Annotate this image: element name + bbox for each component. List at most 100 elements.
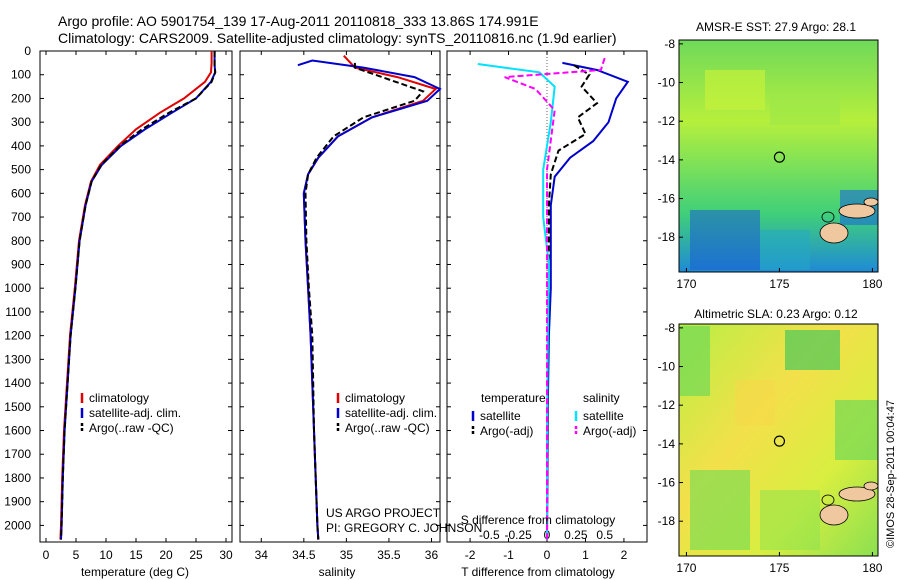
depth-tick-label: 1100 (5, 305, 31, 319)
series-line-argo-adj- (504, 57, 606, 540)
depth-tick-label: 700 (11, 210, 31, 224)
legend-label: satellite-adj. clim. (89, 406, 181, 420)
x-tick-label: 0 (544, 548, 551, 562)
depth-tick-label: 1200 (4, 329, 31, 343)
map-y-tick-label: -18 (658, 514, 676, 528)
map-y-tick-label: -12 (658, 114, 676, 128)
map-x-tick-label: 170 (676, 277, 696, 291)
legend-label: satellite (480, 409, 521, 423)
x-tick-label: 5 (73, 548, 80, 562)
x-tick-label: 20 (159, 548, 173, 562)
legend-label: Argo(..raw -QC) (345, 421, 430, 435)
x-tick-label: -2 (465, 548, 476, 562)
argo-location-marker (773, 151, 786, 163)
series-line-satellite-adj-clim- (60, 51, 217, 540)
s-difference-label: S difference from climatology (461, 513, 616, 527)
x-tick-label: 2 (621, 548, 628, 562)
map-x-tick-label: 175 (769, 561, 789, 575)
sla-map-axes: 170 175 180 -8 -10 -12 -14 -16 -18 (658, 321, 883, 575)
copyright-stamp: ©IMOS 28-Sep-2011 00:04:47 (885, 400, 897, 548)
depth-tick-label: 800 (11, 234, 31, 248)
x-tick-label: 1 (582, 548, 589, 562)
sst-map-title: AMSR-E SST: 27.9 Argo: 28.1 (696, 20, 856, 34)
map-x-tick-label: 180 (862, 561, 882, 575)
depth-tick-label: 1500 (4, 400, 31, 414)
figure-subtitle: Climatology: CARS2009. Satellite-adjuste… (58, 30, 616, 46)
sla-map-frame (678, 323, 879, 557)
depth-tick-label: 300 (11, 115, 31, 129)
legend-title-salinity: salinity (583, 391, 620, 405)
fiji-islands-sla (819, 481, 879, 526)
legend-label: satellite (583, 409, 624, 423)
depth-tick-label: 1900 (4, 495, 31, 509)
depth-tick-label: 600 (11, 186, 31, 200)
map-y-tick-label: -8 (664, 321, 675, 335)
depth-tick-label: 0 (24, 44, 31, 58)
temperature-axes (39, 50, 233, 543)
difference-x-axis: -2 -1 0 1 2-0.5 -0.25 0 0.25 0.5 (465, 51, 628, 562)
temperature-x-axis: 0 5 10 15 20 25 30 (43, 51, 233, 562)
map-y-tick-label: -14 (658, 437, 676, 451)
sst-map-panel: AMSR-E SST: 27.9 Argo: 28.1 170 175 180 -8 -… (658, 20, 883, 291)
map-y-tick-label: -16 (658, 192, 676, 206)
map-y-tick-label: -14 (658, 153, 676, 167)
temperature-profiles (59, 51, 217, 540)
legend-label: Argo(-adj) (480, 424, 533, 438)
x-tick-label: -1 (503, 548, 514, 562)
x-tick-label: 15 (129, 548, 143, 562)
temperature-xlabel: temperature (deg C) (81, 565, 189, 579)
s-tick-label: -0.25 (504, 528, 532, 542)
difference-panel: -2 -1 0 1 2-0.5 -0.25 0 0.25 0.5 S difference fr… (446, 50, 648, 579)
series-line-argo-raw-qc- (304, 62, 425, 540)
series-line-climatology (59, 51, 213, 540)
salinity-axes (239, 50, 441, 543)
depth-tick-label: 2000 (4, 518, 31, 532)
s-tick-label: 0.25 (564, 528, 588, 542)
temperature-panel: 0100200300400500600700800900100011001200… (4, 44, 647, 579)
legend-label: satellite-adj. clim. (345, 406, 437, 420)
depth-tick-label: 200 (11, 91, 31, 105)
depth-tick-label: 1300 (4, 352, 31, 366)
salinity-x-axis: 34 34.5 35 35.5 36 (255, 51, 439, 562)
x-tick-label: 25 (189, 548, 203, 562)
x-tick-label: 36 (425, 548, 439, 562)
x-tick-label: 35 (340, 548, 354, 562)
x-tick-label: 0 (43, 548, 50, 562)
sst-map-axes: 170 175 180 -8 -10 -12 -14 -16 -18 (658, 37, 883, 291)
map-y-tick-label: -10 (658, 76, 676, 90)
map-y-tick-label: -8 (664, 37, 675, 51)
fiji-islands-sst (819, 197, 879, 244)
difference-profiles (477, 57, 630, 540)
legend-label: Argo(..raw -QC) (89, 421, 174, 435)
x-tick-label: 10 (99, 548, 113, 562)
depth-axis: 0 100 200 300 400 500 600 700 800 900 1000 1100 1200… (4, 44, 647, 532)
depth-tick-label: 900 (11, 257, 31, 271)
project-annotation: US ARGO PROJECT (326, 506, 441, 520)
legend-title-temperature: temperature (481, 391, 546, 405)
map-x-tick-label: 170 (676, 561, 696, 575)
depth-tick-label: 1700 (4, 447, 31, 461)
x-tick-label: 30 (219, 548, 233, 562)
depth-tick-label: 1400 (4, 376, 31, 390)
depth-tick-label: 1000 (4, 281, 31, 295)
depth-tick-label: 100 (11, 68, 31, 82)
map-y-tick-label: -10 (658, 360, 676, 374)
x-tick-label: 35.5 (377, 548, 401, 562)
map-y-tick-label: -12 (658, 398, 676, 412)
sst-map-frame (678, 39, 879, 273)
s-tick-label: 0.5 (596, 528, 613, 542)
depth-tick-label: 1600 (4, 424, 31, 438)
sla-map-title: Altimetric SLA: 0.23 Argo: 0.12 (694, 307, 858, 321)
depth-tick-label: 1800 (4, 471, 31, 485)
legend-label: Argo(-adj) (583, 424, 636, 438)
series-line-satellite (546, 61, 630, 540)
argo-location-marker (773, 435, 786, 447)
series-line-argo-adj- (546, 64, 599, 540)
series-line-satellite (477, 63, 556, 540)
s-tick-label: -0.5 (479, 528, 500, 542)
figure-title: Argo profile: AO 5901754_139 17-Aug-2011… (58, 13, 539, 29)
salinity-xlabel: salinity (319, 565, 356, 579)
map-y-tick-label: -16 (658, 476, 676, 490)
